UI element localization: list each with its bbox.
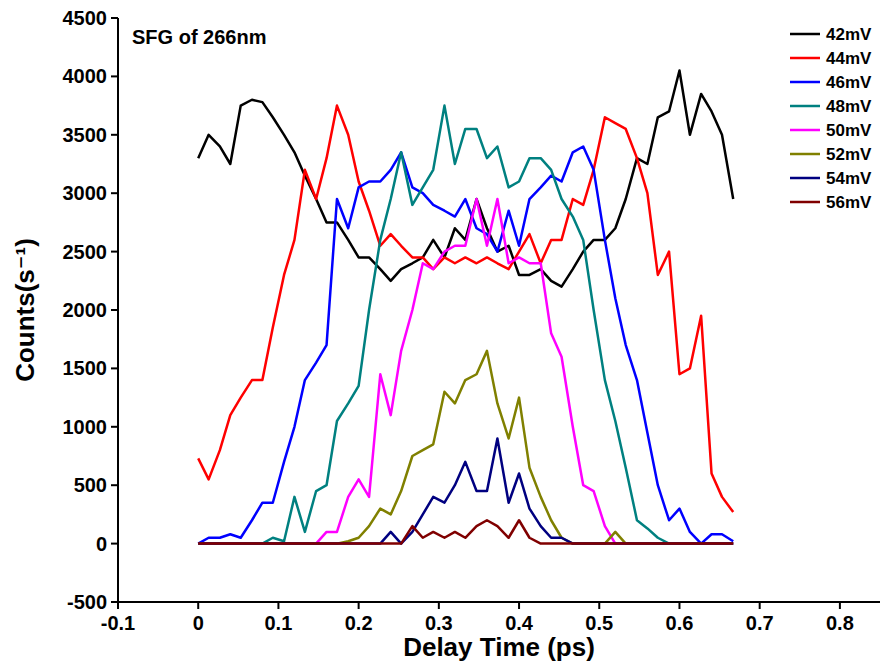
y-tick-label: 4500	[63, 7, 108, 29]
y-tick	[111, 17, 118, 19]
y-axis-title: Counts(s⁻¹)	[10, 238, 40, 382]
y-tick	[111, 251, 118, 253]
x-tick-label: 0.6	[666, 612, 694, 634]
series-line	[198, 199, 733, 544]
series-line	[198, 146, 733, 543]
y-tick-label: 4000	[63, 65, 108, 87]
legend-swatch	[790, 105, 820, 108]
series-line	[198, 520, 733, 543]
legend-label: 56mV	[826, 193, 872, 212]
x-tick	[438, 602, 440, 609]
legend: 42mV 44mV 46mV 48mV 50mV 52mV 54mV 56mV	[790, 25, 872, 212]
legend-swatch	[790, 81, 820, 84]
series-line	[198, 106, 733, 512]
y-tick-label: 0	[96, 533, 107, 555]
x-tick-label: 0.5	[585, 612, 613, 634]
y-tick-label: 3500	[63, 124, 108, 146]
x-axis	[118, 601, 880, 603]
y-tick-label: 2500	[63, 241, 108, 263]
legend-label: 54mV	[826, 169, 872, 188]
x-tick	[358, 602, 360, 609]
legend-swatch	[790, 153, 820, 156]
x-tick-label: 0.3	[425, 612, 453, 634]
y-tick	[111, 543, 118, 545]
y-tick-label: -500	[67, 591, 107, 613]
legend-swatch	[790, 57, 820, 60]
x-tick-label: 0.1	[265, 612, 293, 634]
y-tick-label: 1000	[63, 416, 108, 438]
chart: -0.1 0 0.1 0.2 0.3 0.4 0.5 0.6 0.7 0.8 -500 0 500 100…	[0, 0, 894, 668]
y-tick	[111, 75, 118, 77]
legend-swatch	[790, 129, 820, 132]
x-tick-label: 0	[193, 612, 204, 634]
x-axis-title: Delay Time (ps)	[403, 632, 595, 662]
x-tick-label: 0.7	[746, 612, 774, 634]
x-tick	[598, 602, 600, 609]
x-tick	[117, 602, 119, 609]
legend-label: 50mV	[826, 121, 872, 140]
x-tick	[759, 602, 761, 609]
x-tick	[839, 602, 841, 609]
legend-label: 44mV	[826, 49, 872, 68]
x-tick-label: 0.2	[345, 612, 373, 634]
y-tick-label: 3000	[63, 182, 108, 204]
y-tick	[111, 426, 118, 428]
x-tick	[197, 602, 199, 609]
series-line	[198, 106, 733, 544]
legend-label: 52mV	[826, 145, 872, 164]
chart-title: SFG of 266nm	[132, 26, 266, 48]
x-tick-label: -0.1	[101, 612, 135, 634]
legend-label: 46mV	[826, 73, 872, 92]
x-tick	[518, 602, 520, 609]
x-tick-label: 0.8	[826, 612, 854, 634]
x-tick	[678, 602, 680, 609]
series-line	[198, 438, 733, 543]
x-tick-label: 0.4	[505, 612, 534, 634]
x-tick	[277, 602, 279, 609]
y-tick	[111, 601, 118, 603]
y-tick	[111, 192, 118, 194]
legend-label: 48mV	[826, 97, 872, 116]
legend-swatch	[790, 201, 820, 204]
y-tick	[111, 134, 118, 136]
y-tick	[111, 484, 118, 486]
series-line	[198, 351, 733, 544]
series-line	[198, 71, 733, 287]
y-tick	[111, 367, 118, 369]
y-tick-label: 1500	[63, 357, 108, 379]
legend-swatch	[790, 33, 820, 36]
y-tick-label: 2000	[63, 299, 108, 321]
y-tick	[111, 309, 118, 311]
plot-area	[198, 71, 733, 544]
y-tick-label: 500	[74, 474, 107, 496]
legend-label: 42mV	[826, 25, 872, 44]
legend-swatch	[790, 177, 820, 180]
